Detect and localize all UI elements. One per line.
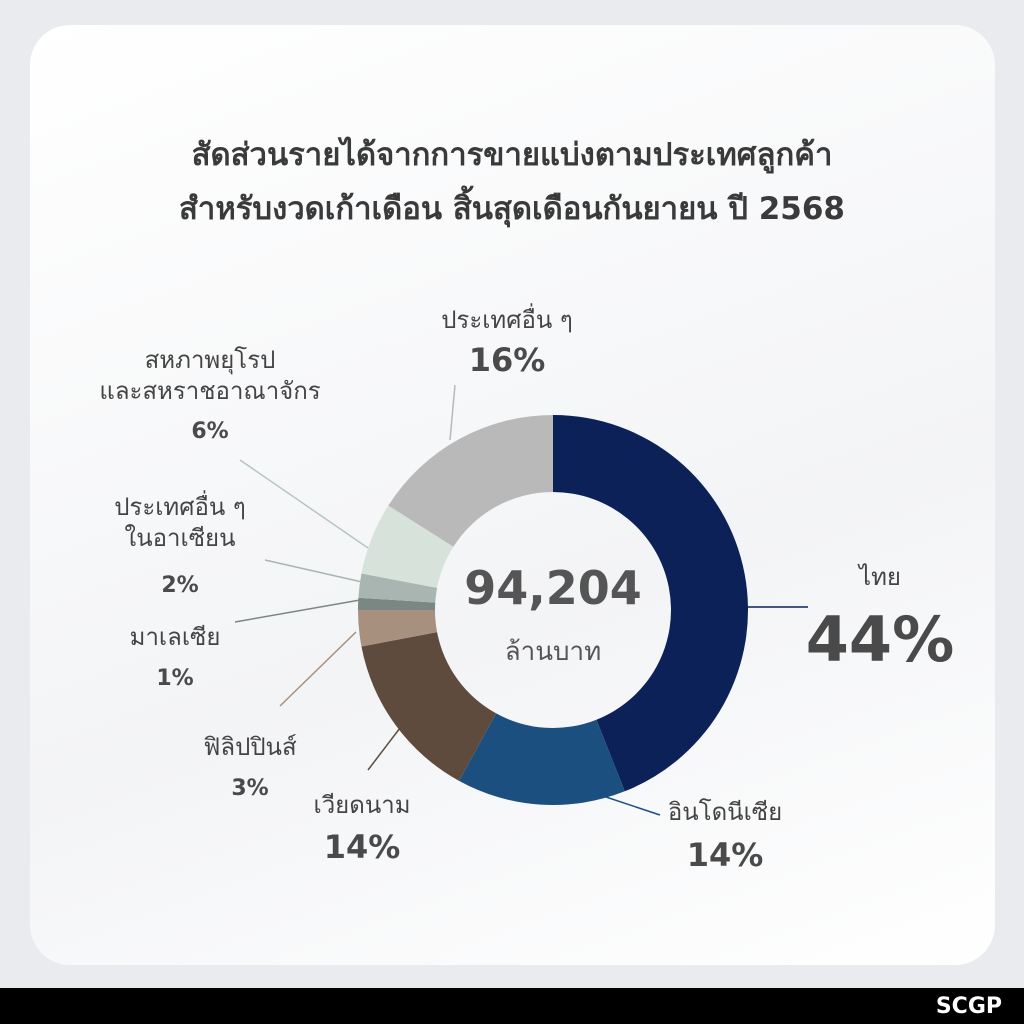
leader-line — [449, 384, 456, 441]
value-label: 16% — [468, 341, 546, 379]
value-label: 14% — [323, 828, 401, 866]
footer-bar — [0, 988, 1024, 1024]
leader-line — [599, 794, 661, 816]
donut-slice — [361, 632, 497, 781]
chart-title: สัดส่วนรายได้จากการขายแบ่งตามประเทศลูกค้… — [178, 137, 845, 228]
value-label: 44% — [805, 603, 955, 676]
value-label: 1% — [156, 666, 194, 691]
center-unit: ล้านบาท — [505, 637, 602, 667]
donut-slice — [553, 415, 748, 792]
donut-slice — [358, 573, 438, 603]
leader-line — [264, 559, 363, 583]
value-label: 14% — [686, 836, 764, 874]
category-label: ฟิลิปปินส์ — [203, 733, 297, 761]
value-label: 3% — [231, 776, 269, 801]
category-label: อินโดนีเซีย — [667, 798, 783, 826]
category-label: มาเลเซีย — [129, 623, 221, 651]
category-label: ไทย — [859, 563, 901, 591]
leader-line — [239, 459, 369, 549]
category-label: ประเทศอื่น ๆ — [441, 306, 573, 334]
category-label: สหภาพยุโรป และสหราชอาณาจักร — [99, 346, 321, 406]
value-label: 2% — [161, 573, 199, 598]
category-label: ประเทศอื่น ๆ ในอาเซียน — [114, 493, 246, 553]
brand: SCGP — [935, 994, 1002, 1019]
leader-line — [279, 631, 357, 707]
donut-slice — [358, 610, 438, 647]
leader-line — [234, 599, 361, 623]
leader-line — [367, 727, 401, 771]
category-label: เวียดนาม — [313, 791, 411, 819]
donut-slice — [361, 505, 454, 588]
donut-slice — [459, 713, 625, 805]
center-value: 94,204 — [464, 561, 642, 615]
donut-slice — [388, 415, 553, 547]
donut-slice — [358, 597, 436, 610]
value-label: 6% — [191, 419, 229, 444]
